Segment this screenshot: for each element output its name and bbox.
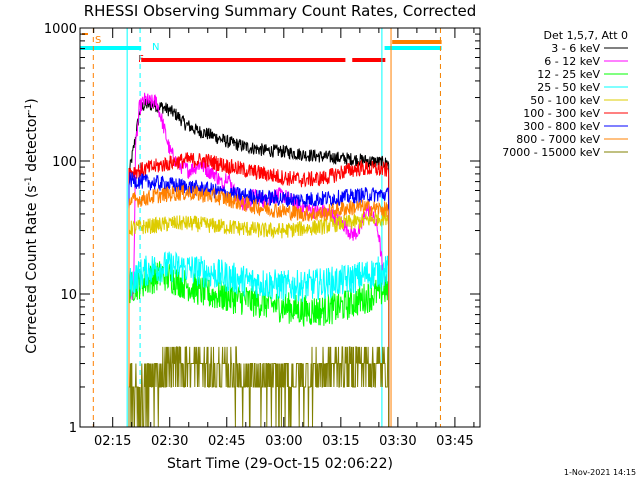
- series-line-6: [128, 172, 390, 427]
- flag-label: N: [152, 42, 159, 53]
- x-tick-label: 02:45: [208, 434, 245, 449]
- x-tick-label: 02:30: [151, 434, 188, 449]
- legend-label: 300 - 800 keV: [523, 120, 600, 133]
- series-lines: [128, 92, 390, 428]
- flag-label: F: [138, 54, 144, 65]
- y-axis-ticks: 1 10 100 1000: [44, 22, 480, 436]
- footer-timestamp: 1-Nov-2021 14:15: [564, 468, 636, 477]
- x-tick-label: 03:00: [265, 434, 302, 449]
- legend-label: 25 - 50 keV: [537, 81, 600, 94]
- legend-label: 12 - 25 keV: [537, 68, 600, 81]
- y-tick-label: 1: [69, 421, 77, 436]
- series-line-4: [128, 210, 390, 427]
- x-axis-ticks: 02:15 02:30 02:45 03:00 03:15 03:30 03:45: [93, 28, 475, 449]
- time-markers: [92, 28, 441, 427]
- y-axis-label: Corrected Count Rate (s-1 detector-1): [24, 98, 40, 353]
- x-axis-label: Start Time (29-Oct-15 02:06:22): [167, 456, 393, 472]
- legend-label: 3 - 6 keV: [551, 42, 600, 55]
- x-tick-label: 02:15: [94, 434, 131, 449]
- chart-title: RHESSI Observing Summary Count Rates, Co…: [84, 2, 477, 20]
- series-line-0: [128, 97, 390, 427]
- legend-label: 50 - 100 keV: [530, 94, 600, 107]
- x-tick-label: 03:45: [436, 434, 473, 449]
- flag-label: S: [95, 35, 101, 46]
- series-line-2: [128, 261, 390, 427]
- plot-frame: [79, 27, 481, 428]
- series-line-7: [128, 184, 390, 427]
- y-tick-label: 100: [52, 155, 77, 170]
- y-tick-label: 1000: [44, 22, 77, 37]
- legend-label: 7000 - 15000 keV: [502, 146, 600, 159]
- y-tick-label: 10: [60, 288, 77, 303]
- series-line-3: [128, 251, 390, 427]
- legend-label: 100 - 300 keV: [523, 107, 600, 120]
- legend-header: Det 1,5,7, Att 0: [544, 29, 628, 42]
- series-line-5: [128, 152, 390, 427]
- x-tick-label: 03:15: [322, 434, 359, 449]
- x-tick-label: 03:30: [379, 434, 416, 449]
- legend-label: 800 - 7000 keV: [516, 133, 600, 146]
- series-line-8: [128, 346, 390, 428]
- status-flags: S NF: [80, 33, 442, 65]
- legend-label: 6 - 12 keV: [544, 55, 600, 68]
